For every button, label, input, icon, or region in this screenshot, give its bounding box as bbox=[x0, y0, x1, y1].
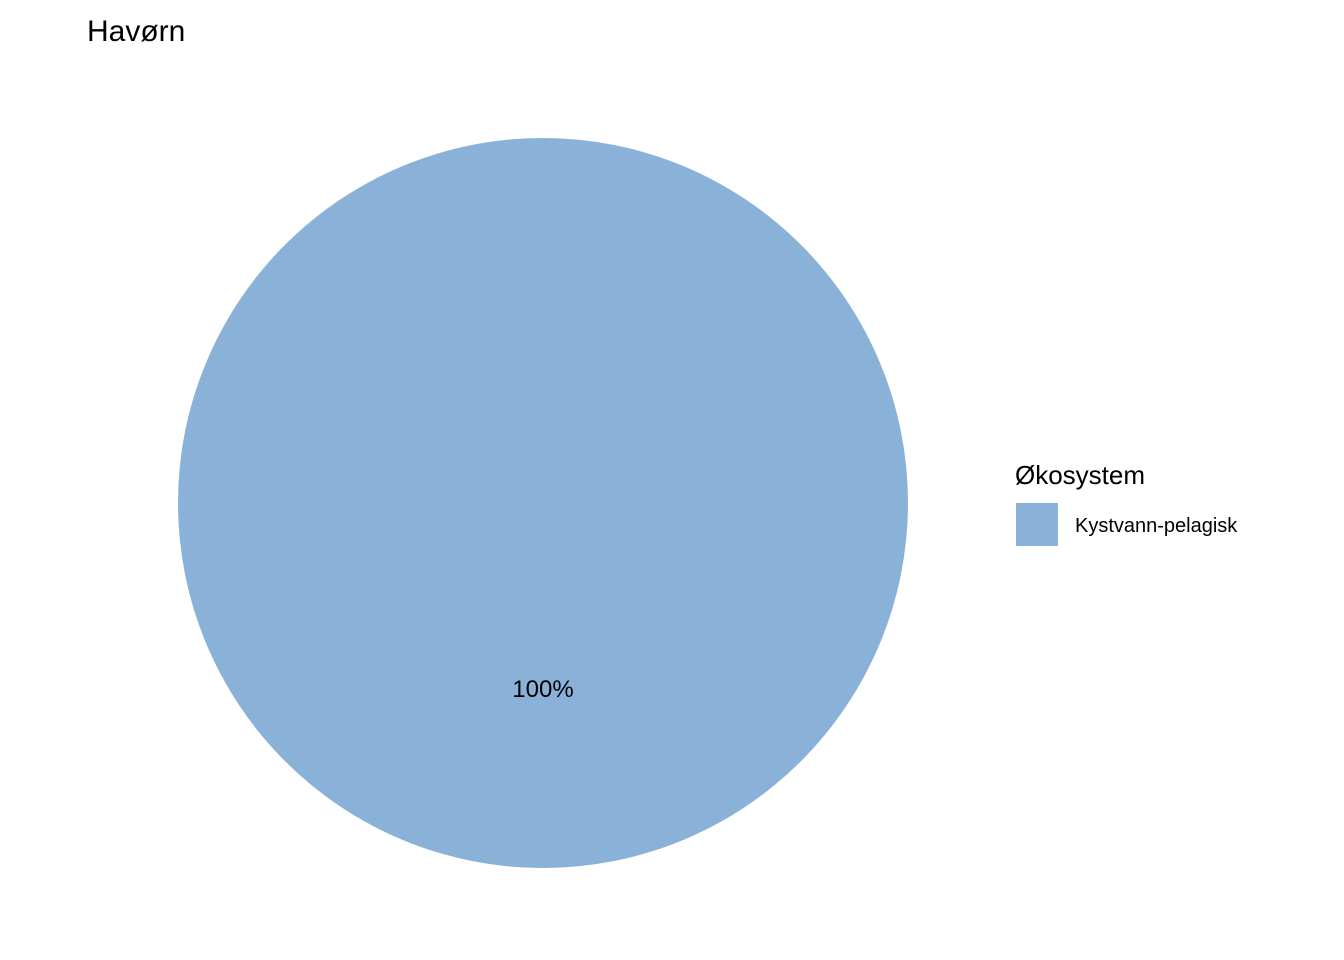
pie-slice bbox=[178, 138, 908, 868]
pie-slice-label: 100% bbox=[512, 676, 573, 703]
chart-title: Havørn bbox=[87, 15, 185, 48]
legend-key bbox=[1016, 503, 1058, 546]
legend-items: Kystvann-pelagisk bbox=[1016, 503, 1238, 546]
legend-title: Økosystem bbox=[1015, 460, 1145, 490]
legend: Økosystem Kystvann-pelagisk bbox=[1015, 460, 1238, 546]
pie-slice-labels: 100% bbox=[512, 676, 573, 703]
pie-slices bbox=[178, 138, 908, 868]
legend-label: Kystvann-pelagisk bbox=[1075, 515, 1238, 537]
